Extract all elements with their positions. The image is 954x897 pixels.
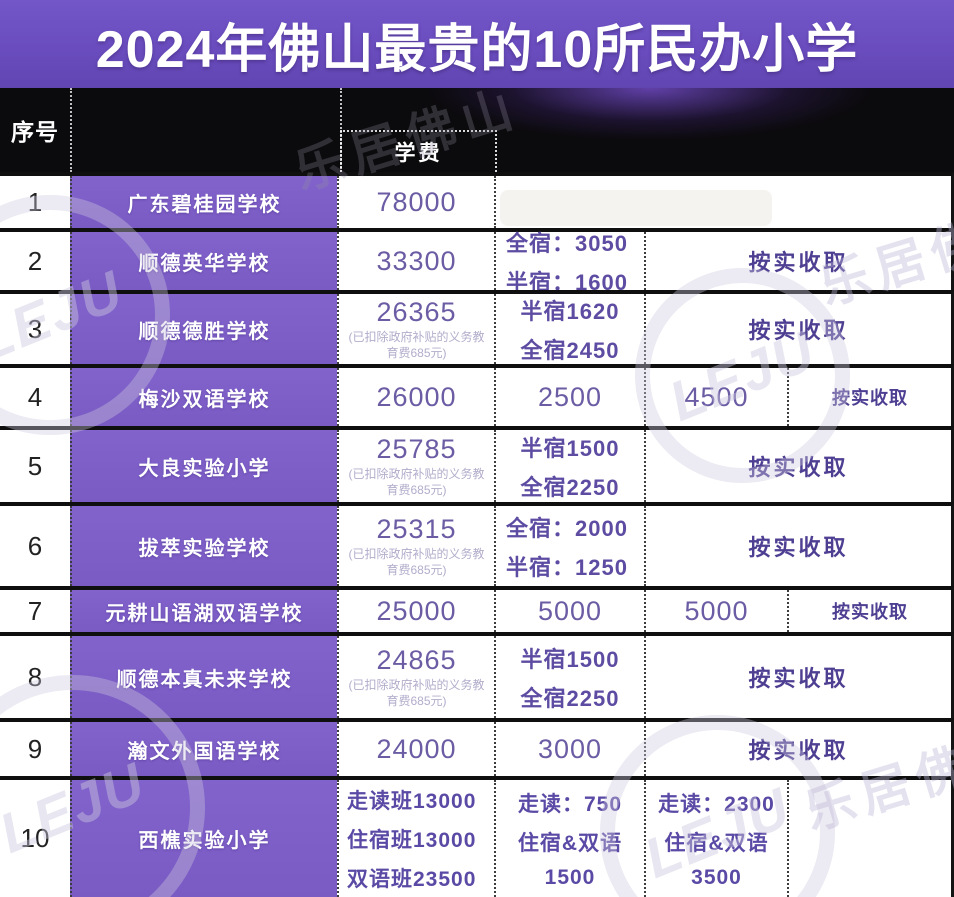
cell-tuition: 78000 xyxy=(337,176,494,228)
boarding-line: 半宿1500 xyxy=(520,646,620,672)
cell-index: 3 xyxy=(27,313,43,344)
cell-collect: 按实收取 xyxy=(644,722,951,776)
page-title: 2024年佛山最贵的10所民办小学 xyxy=(95,20,859,79)
table-row: 7 元耕山语湖双语学校 25000 5000 5000 按实收取 xyxy=(0,586,954,632)
cell-collect: 按实收取 xyxy=(787,590,951,632)
cell-school-name: 瀚文外国语学校 xyxy=(70,722,337,776)
cell-fee-1: 5000 xyxy=(494,590,644,632)
tuition-line: 住宿班13000 xyxy=(347,828,477,852)
cell-fee-2: 走读：2300 住宿&双语 3500 xyxy=(644,780,787,897)
cell-fee-1: 3000 xyxy=(494,722,644,776)
fee-line: 走读：2300 xyxy=(658,792,775,816)
cell-index: 2 xyxy=(27,245,43,276)
table-row: 5 大良实验小学 25785 (已扣除政府补贴的义务教育费685元) 半宿150… xyxy=(0,426,954,502)
cell-index: 6 xyxy=(27,530,43,561)
tuition-note: (已扣除政府补贴的义务教育费685元) xyxy=(348,466,485,497)
tuition-line: 双语班23500 xyxy=(347,867,477,891)
cell-boarding-fee: 全宿：3050 半宿：1600 xyxy=(494,231,644,295)
cell-school-name: 西樵实验小学 xyxy=(70,780,337,897)
cell-fee-2: 5000 xyxy=(644,590,787,632)
cell-index: 8 xyxy=(27,661,43,692)
cell-index: 9 xyxy=(27,733,43,764)
boarding-line: 半宿1500 xyxy=(520,435,620,461)
boarding-line: 全宿：3050 xyxy=(506,230,628,256)
cell-boarding-fee: 半宿1620 全宿2450 xyxy=(494,294,644,364)
cell-tuition: 33300 xyxy=(337,232,494,290)
cell-collect: 按实收取 xyxy=(787,368,951,426)
erased-content-box xyxy=(500,190,772,226)
table-header: 序号 学费 xyxy=(0,88,954,172)
cell-tuition: 26000 xyxy=(337,368,494,426)
cell-fee-2: 4500 xyxy=(644,368,787,426)
boarding-line: 全宿：2000 xyxy=(506,515,628,541)
cell-tuition: 25785 (已扣除政府补贴的义务教育费685元) xyxy=(337,430,494,502)
cell-tuition: 24000 xyxy=(337,722,494,776)
tuition-note: (已扣除政府补贴的义务教育费685元) xyxy=(348,329,485,360)
cell-tuition: 走读班13000 住宿班13000 双语班23500 xyxy=(337,780,494,897)
cell-index: 1 xyxy=(27,186,43,217)
cell-collect: 按实收取 xyxy=(644,294,951,364)
cell-school-name: 梅沙双语学校 xyxy=(70,368,337,426)
header-divider xyxy=(70,88,72,172)
cell-empty xyxy=(494,176,951,228)
cell-fee-1: 走读：750 住宿&双语 1500 xyxy=(494,780,644,897)
cell-school-name: 大良实验小学 xyxy=(70,430,337,502)
fee-line: 3500 xyxy=(691,865,742,889)
table-row: 9 瀚文外国语学校 24000 3000 按实收取 xyxy=(0,718,954,776)
table-row: 3 顺德德胜学校 26365 (已扣除政府补贴的义务教育费685元) 半宿162… xyxy=(0,290,954,364)
cell-boarding-fee: 半宿1500 全宿2250 xyxy=(494,636,644,718)
table-row: 8 顺德本真未来学校 24865 (已扣除政府补贴的义务教育费685元) 半宿1… xyxy=(0,632,954,718)
cell-collect: 按实收取 xyxy=(644,506,951,586)
cell-collect: 按实收取 xyxy=(644,232,951,290)
cell-school-name: 顺德德胜学校 xyxy=(70,294,337,364)
column-header-tuition: 学费 xyxy=(340,130,497,172)
cell-empty xyxy=(787,780,951,897)
tuition-note: (已扣除政府补贴的义务教育费685元) xyxy=(348,677,485,708)
fee-line: 住宿&双语 xyxy=(517,831,623,855)
title-bar: 2024年佛山最贵的10所民办小学 xyxy=(0,0,954,88)
cell-index: 5 xyxy=(27,450,43,481)
cell-tuition: 24865 (已扣除政府补贴的义务教育费685元) xyxy=(337,636,494,718)
table-row: 1 广东碧桂园学校 78000 xyxy=(0,172,954,228)
cell-collect: 按实收取 xyxy=(644,636,951,718)
cell-school-name: 顺德本真未来学校 xyxy=(70,636,337,718)
tuition-value: 25315 xyxy=(376,513,457,544)
cell-index: 10 xyxy=(20,823,50,853)
header-glow-decoration xyxy=(430,88,870,140)
cell-school-name: 顺德英华学校 xyxy=(70,232,337,290)
cell-boarding-fee: 全宿：2000 半宿：1250 xyxy=(494,506,644,586)
cell-fee-1: 2500 xyxy=(494,368,644,426)
column-header-no: 序号 xyxy=(11,119,59,145)
cell-boarding-fee: 半宿1500 全宿2250 xyxy=(494,430,644,502)
cell-collect: 按实收取 xyxy=(644,430,951,502)
boarding-line: 半宿1620 xyxy=(520,298,620,324)
tuition-note: (已扣除政府补贴的义务教育费685元) xyxy=(348,546,485,577)
table-row: 6 拔萃实验学校 25315 (已扣除政府补贴的义务教育费685元) 全宿：20… xyxy=(0,502,954,586)
fee-line: 走读：750 xyxy=(517,792,623,816)
boarding-line: 全宿2250 xyxy=(520,474,620,500)
table-row: 4 梅沙双语学校 26000 2500 4500 按实收取 xyxy=(0,364,954,426)
boarding-line: 半宿：1250 xyxy=(506,554,628,580)
boarding-line: 全宿2450 xyxy=(520,337,620,363)
boarding-line: 全宿2250 xyxy=(520,685,620,711)
cell-index: 4 xyxy=(27,381,43,412)
table-row: 10 西樵实验小学 走读班13000 住宿班13000 双语班23500 走读：… xyxy=(0,776,954,897)
fee-line: 1500 xyxy=(544,865,596,889)
cell-school-name: 元耕山语湖双语学校 xyxy=(70,590,337,632)
tuition-value: 25785 xyxy=(376,433,457,464)
table-row: 2 顺德英华学校 33300 全宿：3050 半宿：1600 按实收取 xyxy=(0,228,954,295)
fee-line: 住宿&双语 xyxy=(664,831,769,855)
cell-tuition: 25000 xyxy=(337,590,494,632)
cell-school-name: 广东碧桂园学校 xyxy=(70,176,337,228)
tuition-value: 26365 xyxy=(376,296,457,327)
cell-tuition: 26365 (已扣除政府补贴的义务教育费685元) xyxy=(337,294,494,364)
cell-school-name: 拔萃实验学校 xyxy=(70,506,337,586)
cell-index: 7 xyxy=(27,595,43,626)
cell-tuition: 25315 (已扣除政府补贴的义务教育费685元) xyxy=(337,506,494,586)
tuition-value: 24865 xyxy=(376,644,457,675)
tuition-line: 走读班13000 xyxy=(347,789,477,813)
